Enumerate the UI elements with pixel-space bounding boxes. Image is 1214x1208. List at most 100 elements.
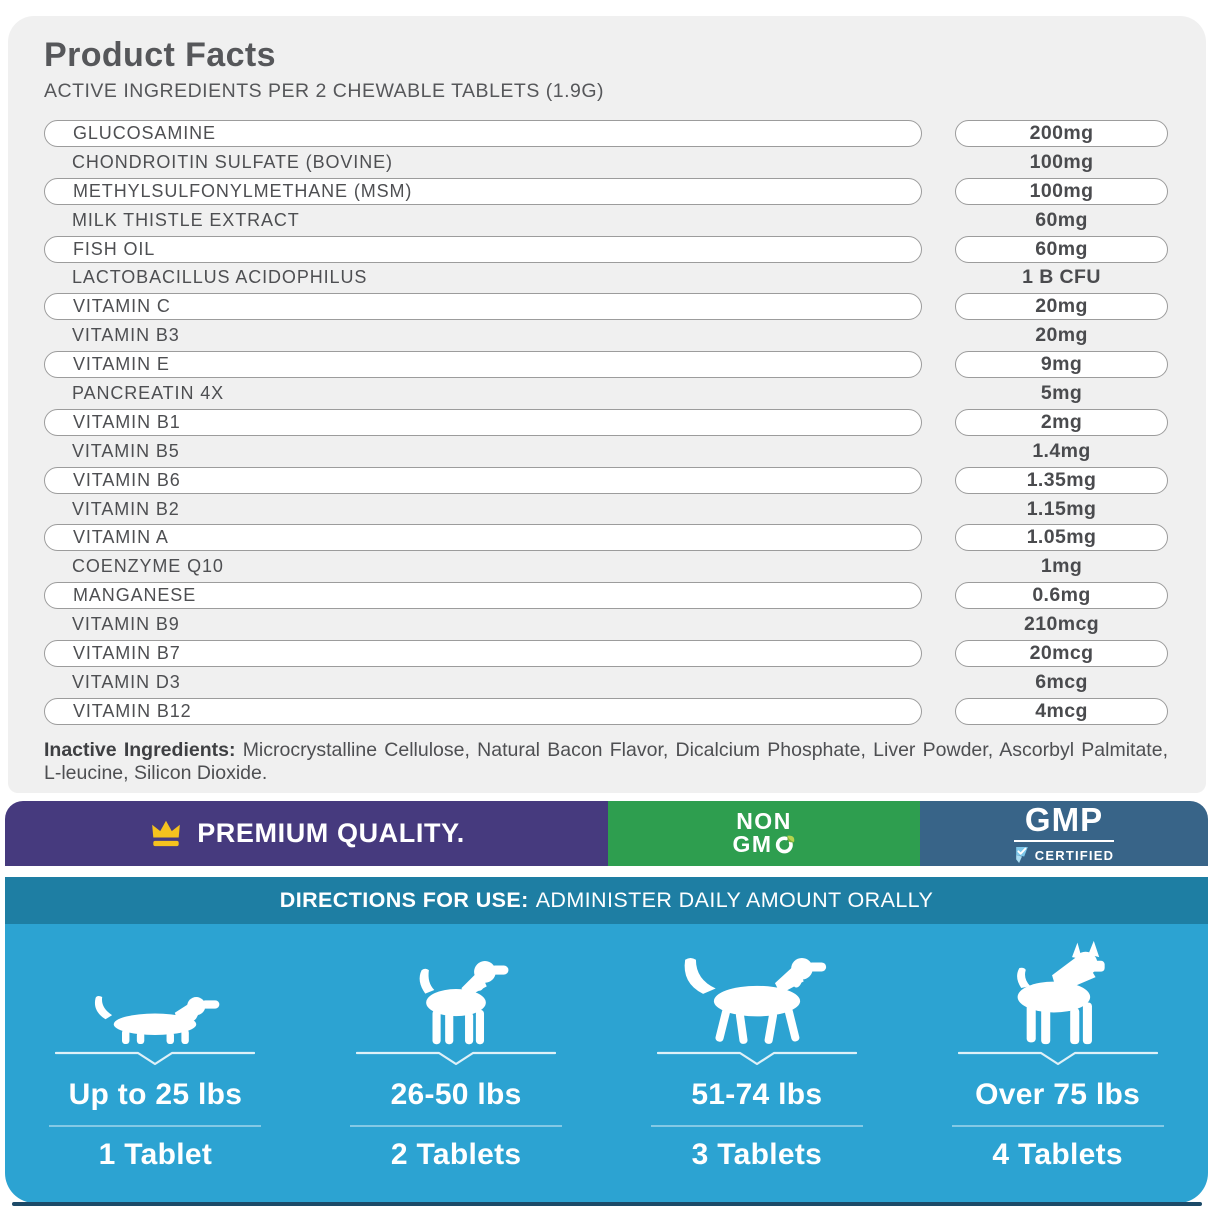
label-bottom-edge xyxy=(12,1202,1202,1206)
ingredient-name-cell: VITAMIN D3 xyxy=(44,669,922,696)
ingredient-name-cell: GLUCOSAMINE xyxy=(44,119,922,147)
ingredient-row: PANCREATIN 4X 5mg xyxy=(44,379,1168,408)
leaf-o-icon xyxy=(775,835,794,854)
ingredient-name-cell: VITAMIN B3 xyxy=(44,322,922,349)
pointer-line xyxy=(957,1051,1158,1066)
ingredient-name: VITAMIN B2 xyxy=(72,498,180,519)
ingredient-name-cell: VITAMIN B6 xyxy=(44,466,922,494)
ingredient-name-cell: COENZYME Q10 xyxy=(44,553,922,580)
ingredient-row: VITAMIN B2 1.15mg xyxy=(44,495,1168,524)
ingredient-row: VITAMIN B7 20mcg xyxy=(44,639,1168,668)
ingredient-amount: 20mg xyxy=(1035,324,1088,347)
ingredient-name: VITAMIN B7 xyxy=(73,642,181,663)
ingredient-name-cell: VITAMIN B9 xyxy=(44,611,922,638)
ingredient-row: VITAMIN B5 1.4mg xyxy=(44,437,1168,466)
pointer-line xyxy=(356,1051,557,1066)
weight-range: 51-74 lbs xyxy=(691,1078,823,1111)
ingredient-amount: 60mg xyxy=(1035,208,1088,231)
dose-amount: 4 Tablets xyxy=(992,1138,1123,1171)
ingredient-name-cell: CHONDROITIN SULFATE (BOVINE) xyxy=(44,149,922,176)
beagle-icon xyxy=(419,961,509,1045)
ingredient-name-cell: VITAMIN B5 xyxy=(44,438,922,465)
gmp-certified-label: CERTIFIED xyxy=(1034,847,1115,863)
boxer-icon xyxy=(1017,940,1105,1045)
inactive-ingredients-label: Inactive Ingredients: xyxy=(44,738,236,761)
quality-badges: PREMIUM QUALITY. NON GM GMP xyxy=(5,801,1208,866)
ingredient-amount: 100mg xyxy=(1029,150,1094,173)
non-gmo-label: NON GM xyxy=(732,810,795,856)
dose-column-small: Up to 25 lbs 1 Tablet xyxy=(5,924,306,1203)
ingredient-row: GLUCOSAMINE 200mg xyxy=(44,119,1168,148)
ingredient-name: MANGANESE xyxy=(73,585,197,606)
retriever-icon xyxy=(684,957,827,1044)
non-gmo-badge: NON GM xyxy=(608,801,920,866)
ingredient-name: MILK THISTLE EXTRACT xyxy=(72,209,300,230)
weight-range: 26-50 lbs xyxy=(390,1078,522,1111)
ingredient-amount: 1mg xyxy=(1040,555,1083,578)
ingredient-name: GLUCOSAMINE xyxy=(73,122,216,143)
ingredient-name: VITAMIN A xyxy=(73,527,169,548)
ingredient-name: FISH OIL xyxy=(73,238,156,259)
ingredient-name: METHYLSULFONYLMETHANE (MSM) xyxy=(73,180,413,201)
ingredient-amount: 20mcg xyxy=(955,639,1168,667)
ingredient-name: VITAMIN B1 xyxy=(73,411,181,432)
ingredient-row: COENZYME Q10 1mg xyxy=(44,552,1168,581)
ingredient-name: VITAMIN B12 xyxy=(73,700,192,721)
dachshund-icon xyxy=(95,995,220,1045)
column-divider xyxy=(350,1125,563,1127)
ingredient-row: CHONDROITIN SULFATE (BOVINE) 100mg xyxy=(44,148,1168,177)
ingredient-name: VITAMIN B9 xyxy=(72,614,180,635)
ingredient-row: VITAMIN B1 2mg xyxy=(44,408,1168,437)
ingredient-amount: 0.6mg xyxy=(955,582,1168,610)
premium-quality-label: PREMIUM QUALITY. xyxy=(197,818,465,848)
ingredient-row: VITAMIN E 9mg xyxy=(44,350,1168,379)
ingredient-name: VITAMIN B5 xyxy=(72,440,180,461)
ingredient-row: VITAMIN A 1.05mg xyxy=(44,523,1168,552)
ingredient-amount: 1.05mg xyxy=(955,524,1168,552)
ingredient-name: VITAMIN B3 xyxy=(72,325,180,346)
ingredient-name: CHONDROITIN SULFATE (BOVINE) xyxy=(72,151,393,172)
ingredient-row: MANGANESE 0.6mg xyxy=(44,581,1168,610)
ingredient-name-cell: LACTOBACILLUS ACIDOPHILUS xyxy=(44,264,922,291)
weight-range: Up to 25 lbs xyxy=(68,1078,243,1111)
ingredient-name-cell: VITAMIN B2 xyxy=(44,496,922,523)
ingredient-name-cell: PANCREATIN 4X xyxy=(44,380,922,407)
directions-text: ADMINISTER DAILY AMOUNT ORALLY xyxy=(535,888,934,912)
dose-amount: 3 Tablets xyxy=(691,1138,823,1171)
ingredient-amount: 210mcg xyxy=(1023,613,1100,636)
column-divider xyxy=(650,1125,863,1127)
inactive-ingredients-text: Microcrystalline Cellulose, Natural Baco… xyxy=(44,738,1168,784)
ingredient-name: VITAMIN C xyxy=(73,296,171,317)
ingredient-amount: 5mg xyxy=(1040,381,1083,404)
ingredient-amount: 1.4mg xyxy=(1032,439,1091,462)
ingredient-row: VITAMIN B9 210mcg xyxy=(44,610,1168,639)
inactive-ingredients: Inactive Ingredients: Microcrystalline C… xyxy=(44,739,1168,785)
dose-amount: 2 Tablets xyxy=(390,1138,522,1171)
dose-amount: 1 Tablet xyxy=(98,1138,213,1171)
dose-column-xlarge: Over 75 lbs 4 Tablets xyxy=(907,924,1208,1203)
ingredient-row: VITAMIN B6 1.35mg xyxy=(44,466,1168,495)
gmp-certified-badge: GMP CERTIFIED xyxy=(920,801,1208,866)
ingredient-amount: 9mg xyxy=(955,351,1168,379)
ingredient-name: LACTOBACILLUS ACIDOPHILUS xyxy=(72,267,368,288)
ingredient-name-cell: METHYLSULFONYLMETHANE (MSM) xyxy=(44,177,922,205)
ingredient-row: METHYLSULFONYLMETHANE (MSM) 100mg xyxy=(44,177,1168,206)
ingredient-name: VITAMIN B6 xyxy=(73,469,181,490)
ingredient-amount: 100mg xyxy=(955,177,1168,205)
weight-range: Over 75 lbs xyxy=(975,1078,1141,1111)
ingredient-amount: 60mg xyxy=(955,235,1168,263)
ingredient-name-cell: MILK THISTLE EXTRACT xyxy=(44,207,922,234)
ingredient-amount: 200mg xyxy=(955,119,1168,147)
page-title: Product Facts xyxy=(44,36,276,74)
ingredient-name: COENZYME Q10 xyxy=(72,556,224,577)
column-divider xyxy=(951,1125,1164,1127)
ingredient-name-cell: VITAMIN E xyxy=(44,351,922,379)
dose-column-medium: 26-50 lbs 2 Tablets xyxy=(306,924,607,1203)
directions-label: DIRECTIONS FOR USE: xyxy=(279,888,529,912)
ingredient-name-cell: VITAMIN B7 xyxy=(44,639,922,667)
ingredient-amount: 1.15mg xyxy=(1026,497,1097,520)
premium-quality-badge: PREMIUM QUALITY. xyxy=(5,801,608,866)
pointer-line xyxy=(55,1051,256,1066)
ingredient-amount: 1.35mg xyxy=(955,466,1168,494)
